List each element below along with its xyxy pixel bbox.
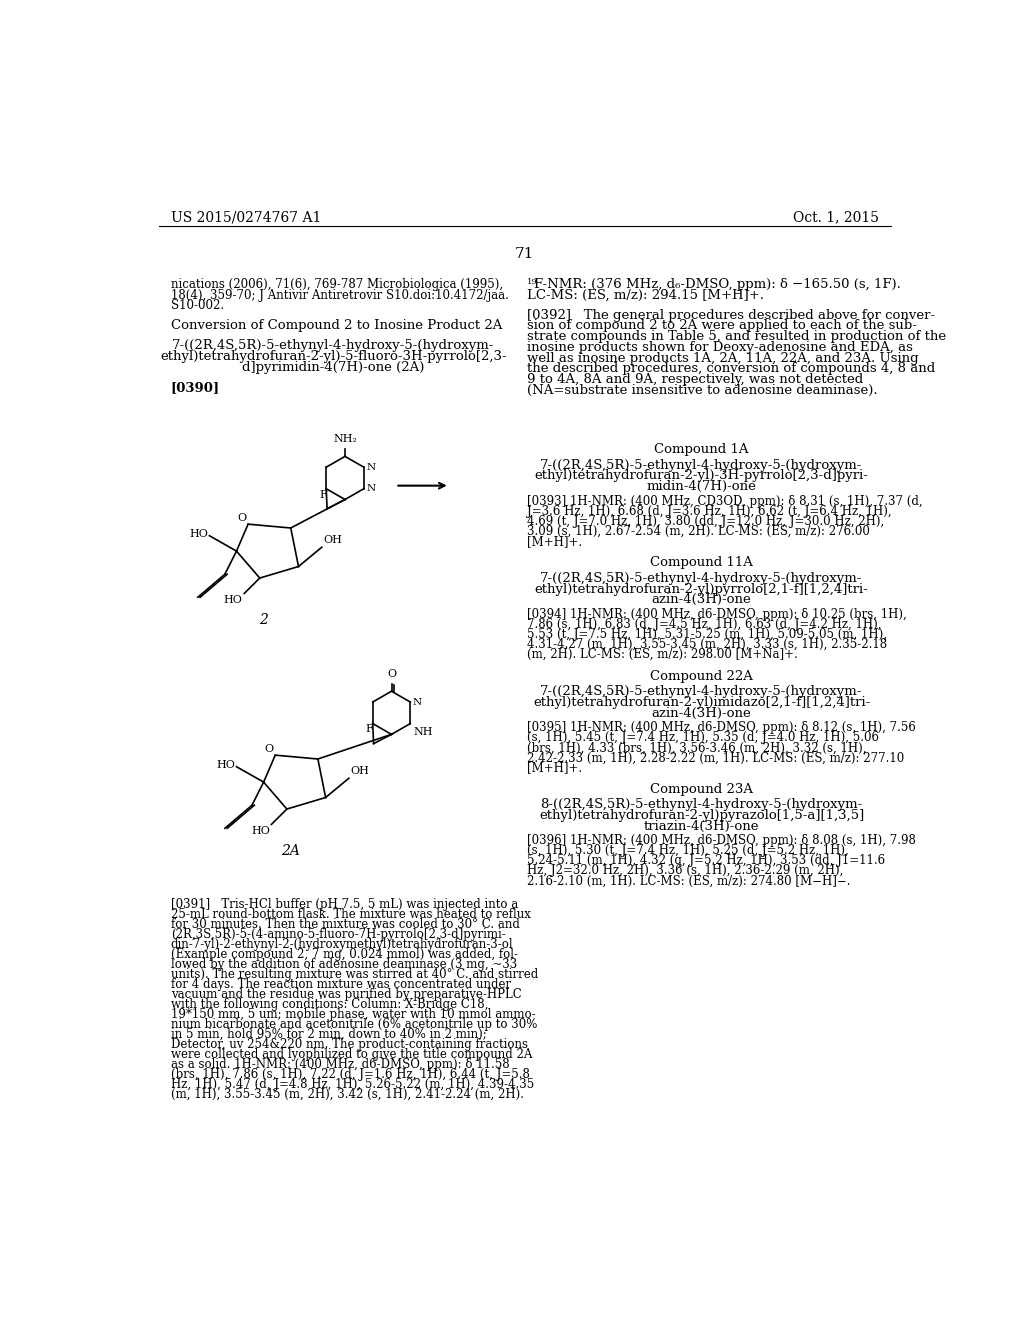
Text: 2: 2 [259, 612, 268, 627]
Text: LC-MS: (ES, m/z): 294.15 [M+H]+.: LC-MS: (ES, m/z): 294.15 [M+H]+. [527, 289, 764, 301]
Text: vacuum and the residue was purified by preparative-HPLC: vacuum and the residue was purified by p… [171, 987, 521, 1001]
Text: lowed by the addition of adenosine deaminase (3 mg, ~33: lowed by the addition of adenosine deami… [171, 958, 517, 970]
Text: Conversion of Compound 2 to Inosine Product 2A: Conversion of Compound 2 to Inosine Prod… [171, 319, 502, 333]
Text: Compound 11A: Compound 11A [650, 557, 753, 569]
Text: units). The resulting mixture was stirred at 40° C. and stirred: units). The resulting mixture was stirre… [171, 968, 538, 981]
Text: O: O [238, 512, 247, 523]
Text: (m, 2H). LC-MS: (ES, m/z): 298.00 [M+Na]+.: (m, 2H). LC-MS: (ES, m/z): 298.00 [M+Na]… [527, 648, 798, 661]
Text: 71: 71 [515, 247, 535, 261]
Text: (s, 1H), 5.45 (t, J=7.4 Hz, 1H), 5.35 (d, J=4.0 Hz, 1H), 5.06: (s, 1H), 5.45 (t, J=7.4 Hz, 1H), 5.35 (d… [527, 731, 880, 744]
Text: 7-((2R,4S,5R)-5-ethynyl-4-hydroxy-5-(hydroxym-: 7-((2R,4S,5R)-5-ethynyl-4-hydroxy-5-(hyd… [541, 572, 862, 585]
Text: OH: OH [324, 535, 342, 545]
Text: HO: HO [224, 595, 243, 605]
Text: HO: HO [251, 826, 270, 836]
Text: ethyl)tetrahydrofuran-2-yl)-5-fluoro-3H-pyrrolo[2,3-: ethyl)tetrahydrofuran-2-yl)-5-fluoro-3H-… [160, 350, 507, 363]
Text: 7-((2R,4S,5R)-5-ethynyl-4-hydroxy-5-(hydroxym-: 7-((2R,4S,5R)-5-ethynyl-4-hydroxy-5-(hyd… [541, 685, 862, 698]
Text: azin-4(3H)-one: azin-4(3H)-one [651, 594, 752, 606]
Text: NH₂: NH₂ [333, 434, 357, 444]
Text: Hz, J2=32.0 Hz, 2H), 3.36 (s, 1H), 2.36-2.29 (m, 2H),: Hz, J2=32.0 Hz, 2H), 3.36 (s, 1H), 2.36-… [527, 865, 844, 878]
Text: 2A: 2A [282, 843, 300, 858]
Text: F-NMR: (376 MHz, d₆-DMSO, ppm): δ −165.50 (s, 1F).: F-NMR: (376 MHz, d₆-DMSO, ppm): δ −165.5… [535, 277, 901, 290]
Text: O: O [264, 743, 273, 754]
Text: 8-((2R,4S,5R)-5-ethynyl-4-hydroxy-5-(hydroxym-: 8-((2R,4S,5R)-5-ethynyl-4-hydroxy-5-(hyd… [541, 799, 862, 812]
Text: [0392]   The general procedures described above for conver-: [0392] The general procedures described … [527, 309, 935, 322]
Text: triazin-4(3H)-one: triazin-4(3H)-one [644, 820, 759, 833]
Text: (m, 1H), 3.55-3.45 (m, 2H), 3.42 (s, 1H), 2.41-2.24 (m, 2H).: (m, 1H), 3.55-3.45 (m, 2H), 3.42 (s, 1H)… [171, 1088, 523, 1101]
Text: F: F [319, 490, 327, 499]
Text: N: N [367, 463, 375, 471]
Text: (2R,3S,5R)-5-(4-amino-5-fluoro-7H-pyrrolo[2,3-d]pyrimi-: (2R,3S,5R)-5-(4-amino-5-fluoro-7H-pyrrol… [171, 928, 506, 941]
Text: Compound 22A: Compound 22A [650, 669, 753, 682]
Text: 7.86 (s, 1H), 6.83 (d, J=4.5 Hz, 1H), 6.63 (d, J=4.2 Hz, 1H),: 7.86 (s, 1H), 6.83 (d, J=4.5 Hz, 1H), 6.… [527, 618, 882, 631]
Text: Detector, uv 254&220 nm. The product-containing fractions: Detector, uv 254&220 nm. The product-con… [171, 1038, 527, 1051]
Text: strate compounds in Table 5, and resulted in production of the: strate compounds in Table 5, and resulte… [527, 330, 946, 343]
Text: 9 to 4A, 8A and 9A, respectively, was not detected: 9 to 4A, 8A and 9A, respectively, was no… [527, 374, 863, 387]
Text: 25-mL round-bottom flask. The mixture was heated to reflux: 25-mL round-bottom flask. The mixture wa… [171, 908, 530, 920]
Text: [0391]   Tris-HCl buffer (pH 7.5, 5 mL) was injected into a: [0391] Tris-HCl buffer (pH 7.5, 5 mL) wa… [171, 898, 518, 911]
Text: HO: HO [216, 760, 234, 770]
Text: (brs, 1H), 4.33 (brs, 1H), 3.56-3.46 (m, 2H), 3.32 (s, 1H),: (brs, 1H), 4.33 (brs, 1H), 3.56-3.46 (m,… [527, 742, 866, 754]
Text: 5.53 (t, J=7.5 Hz, 1H), 5.31-5.25 (m, 1H), 5.09-5.05 (m, 1H),: 5.53 (t, J=7.5 Hz, 1H), 5.31-5.25 (m, 1H… [527, 628, 887, 642]
Text: F: F [366, 725, 374, 734]
Text: [0396] 1H-NMR: (400 MHz, d6-DMSO, ppm): δ 8.08 (s, 1H), 7.98: [0396] 1H-NMR: (400 MHz, d6-DMSO, ppm): … [527, 834, 916, 847]
Text: HO: HO [189, 529, 208, 539]
Text: (Example compound 2, 7 mg, 0.024 mmol) was added, fol-: (Example compound 2, 7 mg, 0.024 mmol) w… [171, 948, 517, 961]
Text: nium bicarbonate and acetonitrile (6% acetonitrile up to 30%: nium bicarbonate and acetonitrile (6% ac… [171, 1018, 537, 1031]
Text: [0395] 1H-NMR: (400 MHz, d6-DMSO, ppm): δ 8.12 (s, 1H), 7.56: [0395] 1H-NMR: (400 MHz, d6-DMSO, ppm): … [527, 721, 916, 734]
Text: N: N [367, 484, 375, 494]
Text: OH: OH [350, 766, 370, 776]
Text: the described procedures, conversion of compounds 4, 8 and: the described procedures, conversion of … [527, 363, 935, 375]
Text: ethyl)tetrahydrofuran-2-yl)-3H-pyrrolo[2,3-d]pyri-: ethyl)tetrahydrofuran-2-yl)-3H-pyrrolo[2… [535, 470, 868, 483]
Text: 7-((2R,4S,5R)-5-ethynyl-4-hydroxy-5-(hydroxym-: 7-((2R,4S,5R)-5-ethynyl-4-hydroxy-5-(hyd… [172, 339, 495, 352]
Text: 19: 19 [527, 277, 538, 285]
Text: azin-4(3H)-one: azin-4(3H)-one [651, 706, 752, 719]
Text: N: N [413, 697, 422, 706]
Text: inosine products shown for Deoxy-adenosine and EDA, as: inosine products shown for Deoxy-adenosi… [527, 341, 913, 354]
Text: Hz, 1H), 5.47 (d, J=4.8 Hz, 1H), 5.26-5.22 (m, 1H), 4.39-4.35: Hz, 1H), 5.47 (d, J=4.8 Hz, 1H), 5.26-5.… [171, 1077, 534, 1090]
Text: [0393] 1H-NMR: (400 MHz, CD3OD, ppm): δ 8.31 (s, 1H), 7.37 (d,: [0393] 1H-NMR: (400 MHz, CD3OD, ppm): δ … [527, 495, 923, 508]
Text: nications (2006), 71(6), 769-787 Microbiologica (1995),: nications (2006), 71(6), 769-787 Microbi… [171, 277, 503, 290]
Text: [0390]: [0390] [171, 381, 220, 393]
Text: (brs, 1H), 7.86 (s, 1H), 7.22 (d, J=1.6 Hz, 1H), 6.44 (t, J=5.8: (brs, 1H), 7.86 (s, 1H), 7.22 (d, J=1.6 … [171, 1068, 529, 1081]
Text: sion of compound 2 to 2A were applied to each of the sub-: sion of compound 2 to 2A were applied to… [527, 319, 918, 333]
Text: midin-4(7H)-one: midin-4(7H)-one [646, 480, 757, 494]
Text: for 30 minutes. Then the mixture was cooled to 30° C. and: for 30 minutes. Then the mixture was coo… [171, 917, 519, 931]
Text: NH: NH [414, 727, 433, 738]
Text: (NA=substrate insensitive to adenosine deaminase).: (NA=substrate insensitive to adenosine d… [527, 384, 878, 397]
Text: din-7-yl)-2-ethynyl-2-(hydroxymethyl)tetrahydrofuran-3-ol: din-7-yl)-2-ethynyl-2-(hydroxymethyl)tet… [171, 937, 513, 950]
Text: Oct. 1, 2015: Oct. 1, 2015 [793, 211, 879, 224]
Text: J=3.6 Hz, 1H), 6.68 (d, J=3.6 Hz, 1H), 6.62 (t, J=6.4 Hz, 1H),: J=3.6 Hz, 1H), 6.68 (d, J=3.6 Hz, 1H), 6… [527, 506, 892, 517]
Text: 4.31-4.27 (m, 1H), 3.55-3.45 (m, 2H), 3.33 (s, 1H), 2.35-2.18: 4.31-4.27 (m, 1H), 3.55-3.45 (m, 2H), 3.… [527, 638, 887, 651]
Text: as a solid. 1H-NMR: (400 MHz, d6-DMSO, ppm): δ 11.58: as a solid. 1H-NMR: (400 MHz, d6-DMSO, p… [171, 1057, 509, 1071]
Text: d]pyrimidin-4(7H)-one (2A): d]pyrimidin-4(7H)-one (2A) [243, 360, 425, 374]
Text: [0394] 1H-NMR: (400 MHz, d6-DMSO, ppm): δ 10.25 (brs, 1H),: [0394] 1H-NMR: (400 MHz, d6-DMSO, ppm): … [527, 609, 907, 622]
Text: were collected and lyophilized to give the title compound 2A: were collected and lyophilized to give t… [171, 1048, 532, 1061]
Text: 18(4), 359-70; J Antivir Antiretrovir S10.doi:10.4172/jaa.: 18(4), 359-70; J Antivir Antiretrovir S1… [171, 289, 509, 301]
Text: for 4 days. The reaction mixture was concentrated under: for 4 days. The reaction mixture was con… [171, 978, 511, 991]
Text: ethyl)tetrahydrofuran-2-yl)pyrazolo[1,5-a][1,3,5]: ethyl)tetrahydrofuran-2-yl)pyrazolo[1,5-… [539, 809, 864, 822]
Text: 4.69 (t, J=7.0 Hz, 1H), 3.80 (dd, J=12.0 Hz, J=30.0 Hz, 2H),: 4.69 (t, J=7.0 Hz, 1H), 3.80 (dd, J=12.0… [527, 515, 885, 528]
Text: [M+H]+.: [M+H]+. [527, 762, 583, 775]
Text: (s, 1H), 5.30 (t, J=7.4 Hz, 1H), 5.25 (d, J=5.2 Hz, 1H),: (s, 1H), 5.30 (t, J=7.4 Hz, 1H), 5.25 (d… [527, 845, 849, 858]
Text: well as inosine products 1A, 2A, 11A, 22A, and 23A. Using: well as inosine products 1A, 2A, 11A, 22… [527, 351, 919, 364]
Text: S10-002.: S10-002. [171, 300, 224, 313]
Text: in 5 min, hold 95% for 2 min, down to 40% in 2 min);: in 5 min, hold 95% for 2 min, down to 40… [171, 1028, 486, 1040]
Text: Compound 1A: Compound 1A [654, 444, 749, 457]
Text: Compound 23A: Compound 23A [650, 783, 753, 796]
Text: 5.24-5.11 (m, 1H), 4.32 (q, J=5.2 Hz, 1H), 3.53 (dd, J1=11.6: 5.24-5.11 (m, 1H), 4.32 (q, J=5.2 Hz, 1H… [527, 854, 886, 867]
Text: US 2015/0274767 A1: US 2015/0274767 A1 [171, 211, 321, 224]
Text: 2.16-2.10 (m, 1H). LC-MS: (ES, m/z): 274.80 [M−H]−.: 2.16-2.10 (m, 1H). LC-MS: (ES, m/z): 274… [527, 874, 851, 887]
Text: 19*150 mm, 5 um; mobile phase, water with 10 mmol ammo-: 19*150 mm, 5 um; mobile phase, water wit… [171, 1007, 536, 1020]
Text: O: O [387, 669, 396, 678]
Text: with the following conditions: Column: X-Bridge C18,: with the following conditions: Column: X… [171, 998, 488, 1011]
Text: 2.42-2.33 (m, 1H), 2.28-2.22 (m, 1H). LC-MS: (ES, m/z): 277.10: 2.42-2.33 (m, 1H), 2.28-2.22 (m, 1H). LC… [527, 751, 904, 764]
Text: 3.09 (s, 1H), 2.67-2.54 (m, 2H). LC-MS: (ES, m/z): 276.00: 3.09 (s, 1H), 2.67-2.54 (m, 2H). LC-MS: … [527, 525, 870, 539]
Text: ethyl)tetrahydrofuran-2-yl)imidazo[2,1-f][1,2,4]tri-: ethyl)tetrahydrofuran-2-yl)imidazo[2,1-f… [532, 696, 870, 709]
Text: ethyl)tetrahydrofuran-2-yl)pyrrolo[2,1-f][1,2,4]tri-: ethyl)tetrahydrofuran-2-yl)pyrrolo[2,1-f… [535, 582, 868, 595]
Text: 7-((2R,4S,5R)-5-ethynyl-4-hydroxy-5-(hydroxym-: 7-((2R,4S,5R)-5-ethynyl-4-hydroxy-5-(hyd… [541, 459, 862, 471]
Text: [M+H]+.: [M+H]+. [527, 535, 583, 548]
